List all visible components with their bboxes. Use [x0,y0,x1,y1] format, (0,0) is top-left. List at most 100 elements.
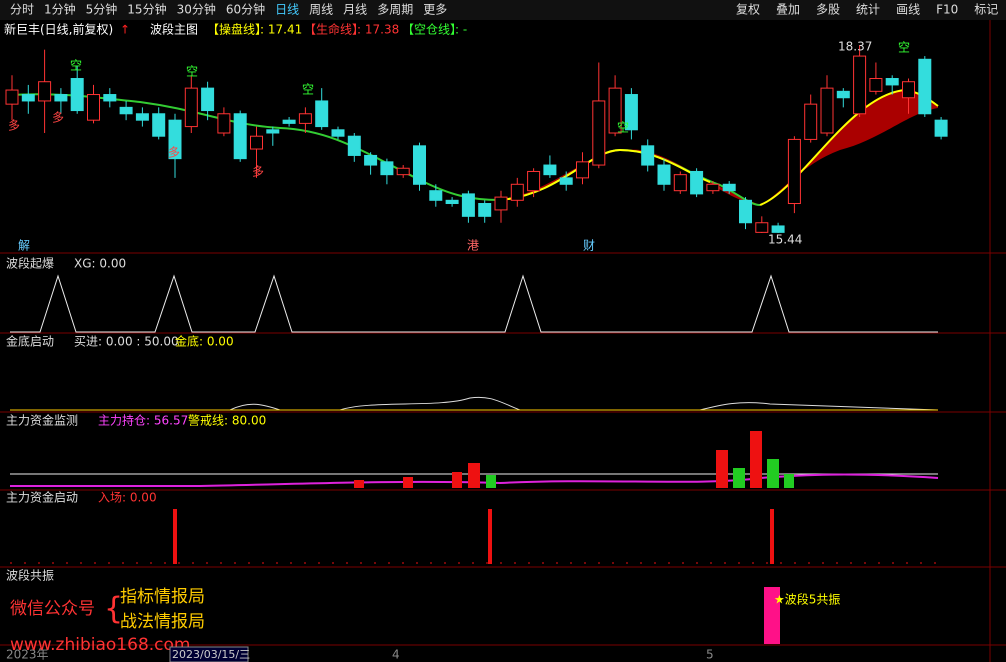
gold-line [10,396,939,411]
panel-title: 金底启动 [6,334,54,349]
candle-body [315,100,329,128]
period-tab[interactable]: 更多 [423,3,447,17]
panel-title: 波段共振 [6,568,54,583]
candle-body [510,183,524,201]
event: 财 [583,239,595,253]
watermark-url: www.zhibiao168.com [10,635,190,655]
band [500,90,938,205]
period-tab[interactable]: 日线 [275,3,299,17]
arrow: ↑ [120,23,130,37]
period-tab[interactable]: 60分钟 [226,2,265,17]
candle-body [135,113,149,121]
watermark: 微信公众号 [10,599,95,619]
candle-body [396,167,410,176]
resonance-bar [764,587,780,644]
candle-body [233,113,247,160]
candle-body [21,94,35,102]
candle-body [445,199,459,205]
panel-info: 主力持仓: 56.57 [98,413,188,428]
period-tab[interactable]: 分时 [10,3,34,17]
candle-body [380,161,394,176]
toolbar [0,0,1006,20]
candle-body [706,183,720,192]
candle-body [592,100,606,166]
holding-line [10,473,939,487]
panel-titles: 波段起爆 XG: 0.00 金底启动 买进: 0.00 : 50.00 金底: … [6,256,266,583]
period-tab[interactable]: 周线 [309,3,333,17]
stock-name: 新巨丰(日线,前复权) [4,22,113,37]
candle-body [820,87,834,134]
candle-body [266,129,280,134]
tool-button[interactable]: 画线 [896,3,920,17]
tool-button[interactable]: 统计 [856,3,880,17]
line-value: : 17.41 [260,23,302,37]
tool-button[interactable]: 多股 [816,3,840,17]
candle-body [624,94,638,131]
tool-button[interactable]: F10 [936,3,958,17]
period-tab[interactable]: 30分钟 [177,2,216,17]
time-label: 4 [392,648,400,662]
candle-body [87,94,100,121]
event: 港 [467,239,479,253]
panel-info: 金底: 0.00 [175,334,234,349]
tool-button[interactable]: 叠加 [776,3,800,17]
candle-body [347,135,361,156]
time-label: 5 [706,648,714,662]
candle-body [722,183,736,192]
candle-body [608,87,622,134]
candle-body [690,170,704,195]
panel-title: 主力资金监测 [6,413,78,428]
period-tab[interactable]: 5分钟 [86,2,118,17]
candle-body [918,58,932,115]
line-label: 【生命线】 [304,22,364,37]
candle-body [657,164,671,185]
resonance-label: ★波段5共振 [774,592,840,607]
time-label: 2023年 [6,648,49,662]
period-tab[interactable]: 多周期 [377,3,413,17]
candle-body [152,113,166,137]
buy-signal: 多 [168,146,180,160]
candle-body [787,138,801,205]
candle-body [364,154,378,166]
candle-body [103,94,117,102]
header: 新巨丰(日线,前复权) ↑ 波段主图 【操盘线】 : 17.41 【生命线】 :… [4,22,467,37]
sell-signal: 空 [302,83,314,97]
tool-button[interactable]: 复权 [736,3,760,17]
candle-body [494,196,508,211]
candle-body [119,106,133,115]
brace: { [104,592,123,627]
line-label: 【操盘线】 [207,22,267,37]
candle-body [559,177,573,185]
candle-body [576,161,589,179]
toolbar-items: 分时 1分钟 5分钟 15分钟 30分钟 60分钟 日线 周线 月线 多周期 更多 复权 叠加 多股 统计 画… [10,2,998,17]
buy-signal: 多 [8,119,20,133]
candle-body [54,94,68,102]
panel-info: 入场: 0.00 [98,491,157,505]
buy-signal: 多 [252,165,264,179]
period-tab[interactable]: 月线 [343,3,367,17]
signals: 空 空 空 空 空 多 多 多 多 18.37 15.44 解 港 财 [8,40,910,253]
tool-button[interactable]: 标记 [974,3,998,17]
candle-body [902,81,915,99]
sell-signal: 空 [898,41,910,55]
period-tab[interactable]: 15分钟 [127,2,166,17]
period-tab[interactable]: 1分钟 [44,2,76,17]
time-axis: 2023年 2023/03/15/三 4 5 [6,646,714,662]
watermark: 战法情报局 [120,612,205,632]
sell-signal: 空 [617,121,629,135]
sell-signal: 空 [186,65,198,79]
candle-body [641,145,655,166]
line-value: : - [455,23,467,37]
candle-body [413,145,426,185]
candle-body [429,190,443,201]
candle-body [168,119,182,160]
candle-body [282,119,296,124]
watermark: 指标情报局 [120,587,205,607]
candle-body [934,119,948,137]
panel-info: XG: 0.00 [74,257,126,271]
candle-body [804,103,818,140]
candle-body [853,55,867,115]
buy-signal: 多 [52,111,64,125]
